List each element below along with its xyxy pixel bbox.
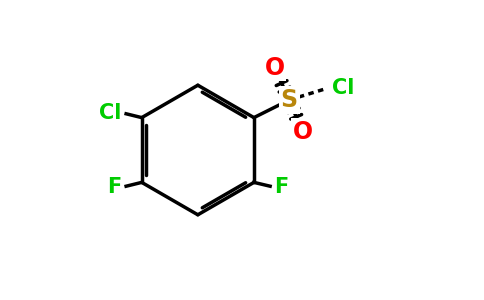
Text: F: F [274, 177, 289, 197]
Text: O: O [292, 120, 313, 144]
Text: F: F [107, 177, 121, 197]
Text: O: O [264, 56, 285, 80]
Text: Cl: Cl [332, 78, 354, 98]
Text: S: S [281, 88, 298, 112]
Text: Cl: Cl [99, 103, 121, 123]
